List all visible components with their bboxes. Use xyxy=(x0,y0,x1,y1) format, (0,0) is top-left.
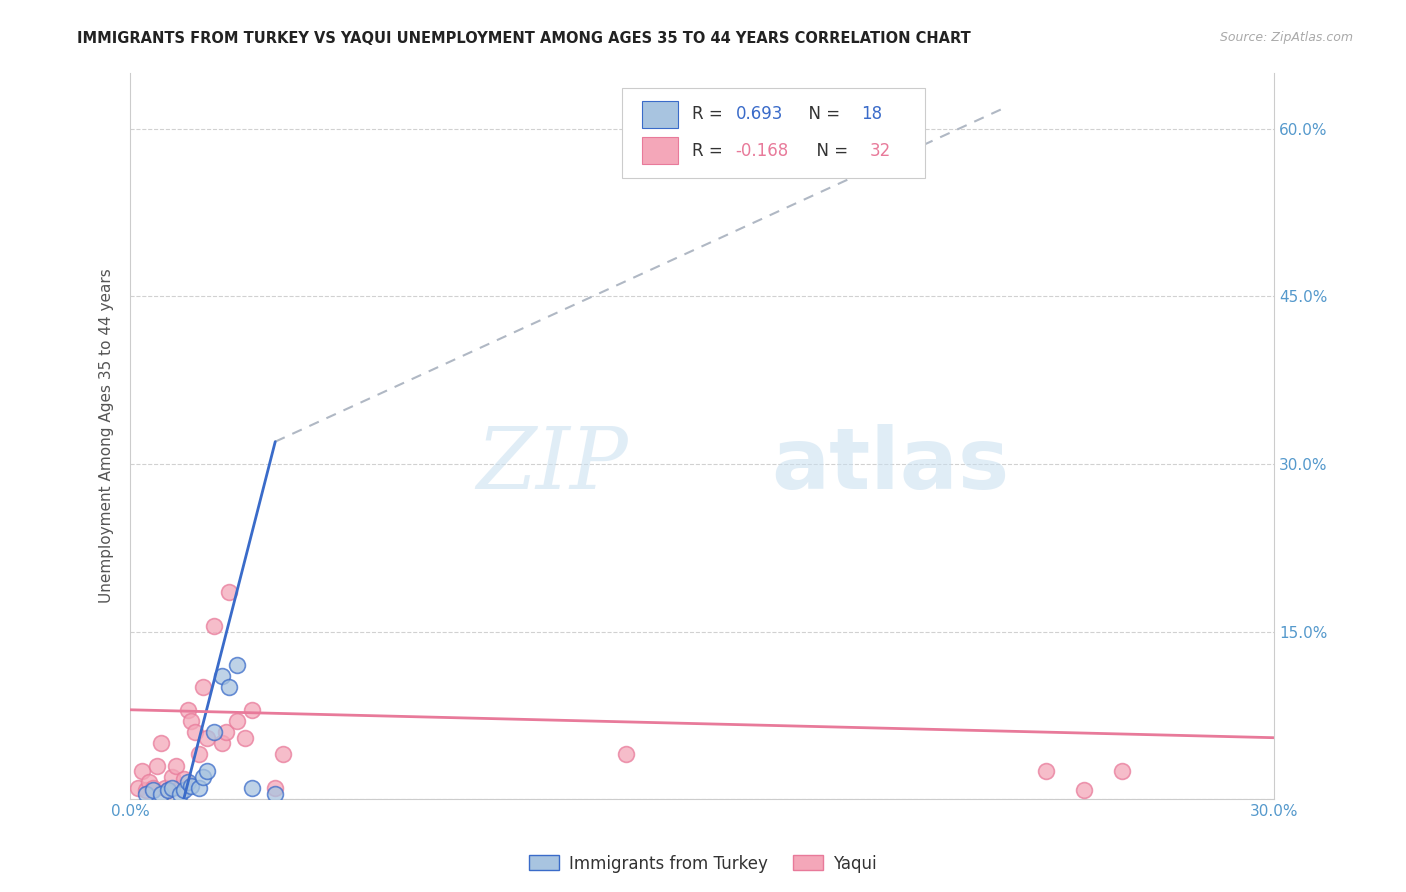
Point xyxy=(215,725,238,739)
Point xyxy=(614,747,637,762)
Point xyxy=(157,783,180,797)
Text: IMMIGRANTS FROM TURKEY VS YAQUI UNEMPLOYMENT AMONG AGES 35 TO 44 YEARS CORRELATI: IMMIGRANTS FROM TURKEY VS YAQUI UNEMPLOY… xyxy=(77,31,972,46)
Y-axis label: Unemployment Among Ages 35 to 44 years: Unemployment Among Ages 35 to 44 years xyxy=(100,268,114,604)
Point xyxy=(149,736,172,750)
Point xyxy=(135,787,157,801)
Text: 0.693: 0.693 xyxy=(735,105,783,123)
Point xyxy=(1073,783,1095,797)
Point xyxy=(127,780,149,795)
FancyBboxPatch shape xyxy=(641,136,678,164)
Point xyxy=(146,758,169,772)
Point xyxy=(211,736,233,750)
Point xyxy=(169,780,191,795)
Point xyxy=(131,764,153,779)
Text: R =: R = xyxy=(692,142,728,160)
Point xyxy=(191,681,214,695)
Point xyxy=(142,783,165,797)
Point xyxy=(1111,764,1133,779)
Point xyxy=(211,669,233,683)
Point xyxy=(202,619,225,633)
Point xyxy=(240,780,263,795)
Point xyxy=(176,703,198,717)
Point xyxy=(162,780,184,795)
Point xyxy=(157,783,180,797)
Point xyxy=(149,787,172,801)
Point xyxy=(271,747,294,762)
Point xyxy=(153,780,176,795)
Point xyxy=(188,780,211,795)
Point xyxy=(188,747,211,762)
Text: N =: N = xyxy=(799,105,846,123)
Text: Source: ZipAtlas.com: Source: ZipAtlas.com xyxy=(1219,31,1353,45)
Point xyxy=(218,681,240,695)
Point xyxy=(264,780,287,795)
Point xyxy=(233,731,256,745)
Point xyxy=(135,783,157,797)
Point xyxy=(180,779,202,793)
Point xyxy=(226,714,249,728)
Point xyxy=(226,658,249,673)
Point xyxy=(165,758,187,772)
Point xyxy=(162,770,184,784)
FancyBboxPatch shape xyxy=(623,87,925,178)
Text: atlas: atlas xyxy=(770,424,1010,507)
Text: 32: 32 xyxy=(869,142,890,160)
Point xyxy=(142,780,165,795)
Point xyxy=(191,770,214,784)
Legend: Immigrants from Turkey, Yaqui: Immigrants from Turkey, Yaqui xyxy=(523,848,883,880)
Point xyxy=(195,731,218,745)
Point xyxy=(264,787,287,801)
Text: -0.168: -0.168 xyxy=(735,142,789,160)
Point xyxy=(184,725,207,739)
Point xyxy=(240,703,263,717)
Point xyxy=(218,585,240,599)
Point xyxy=(173,772,195,786)
Point xyxy=(1035,764,1057,779)
Point xyxy=(176,775,198,789)
Text: ZIP: ZIP xyxy=(477,424,628,507)
Point xyxy=(138,775,160,789)
Point xyxy=(173,783,195,797)
Text: N =: N = xyxy=(807,142,853,160)
Text: R =: R = xyxy=(692,105,728,123)
Text: 18: 18 xyxy=(862,105,883,123)
Point xyxy=(169,787,191,801)
FancyBboxPatch shape xyxy=(641,101,678,128)
Point xyxy=(202,725,225,739)
Point xyxy=(195,764,218,779)
Point xyxy=(180,714,202,728)
